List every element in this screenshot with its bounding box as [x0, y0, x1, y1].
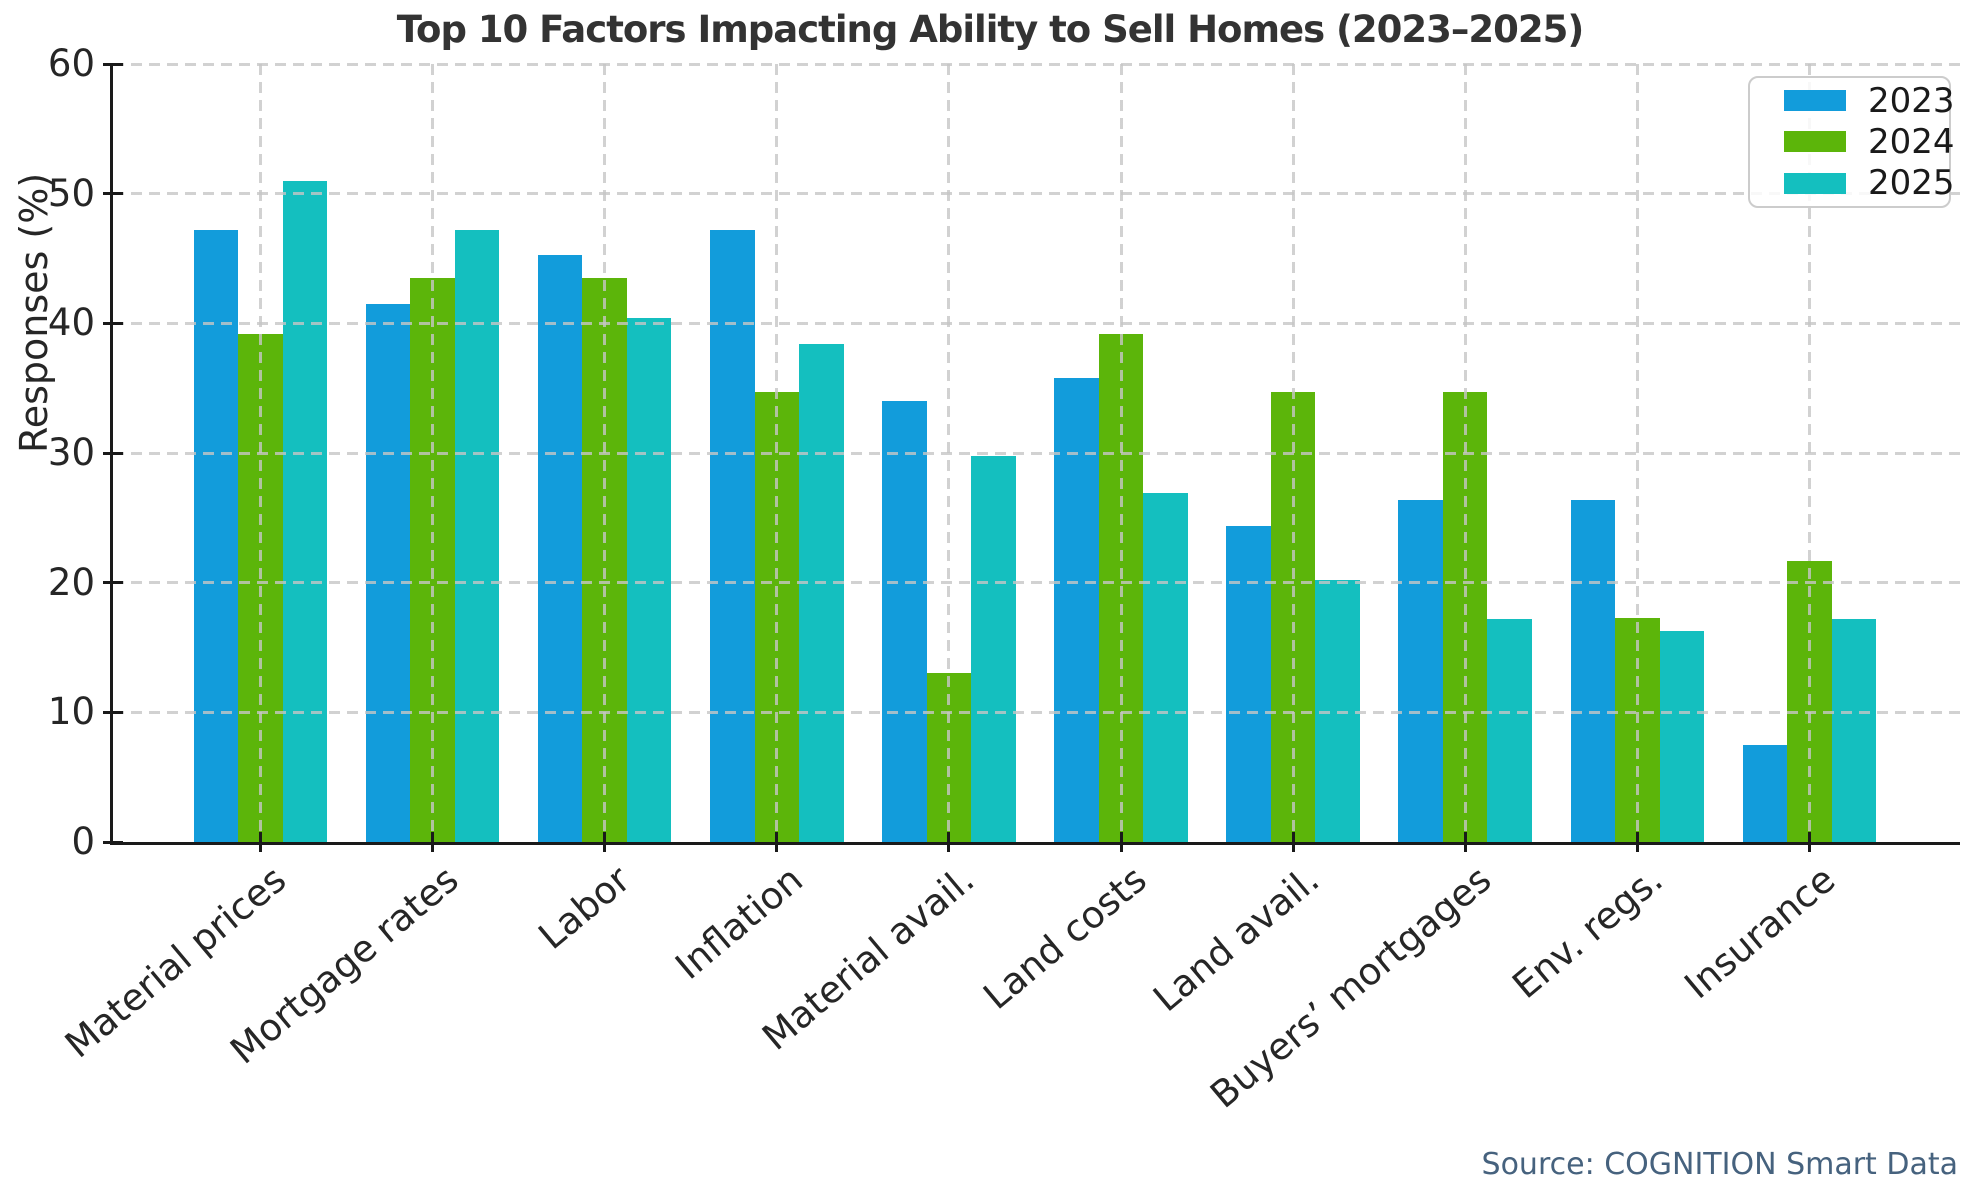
bar-2023-7 [1398, 499, 1443, 842]
legend: 2023 2024 2025 [1748, 76, 1955, 208]
y-tick-label: 40 [47, 301, 95, 345]
x-tick-label: Inflation [667, 857, 811, 988]
horizontal-gridline [113, 321, 1960, 325]
bar-2023-2 [537, 254, 583, 842]
bar-2025-9 [1831, 618, 1877, 842]
x-tick [1291, 832, 1295, 852]
x-tick-label: Land avail. [1144, 857, 1327, 1021]
legend-swatch-2023 [1784, 90, 1846, 112]
x-tick-label: Insurance [1676, 857, 1844, 1008]
bar-2023-0 [193, 229, 239, 842]
legend-item-2024: 2024 [1750, 122, 1955, 162]
chart-title: Top 10 Factors Impacting Ability to Sell… [396, 8, 1585, 51]
legend-swatch-2024 [1784, 131, 1846, 153]
bar-2025-0 [282, 180, 328, 842]
legend-label: 2025 [1868, 163, 1955, 204]
bar-2023-5 [1054, 377, 1099, 842]
bar-2025-2 [626, 318, 672, 842]
x-tick [775, 832, 779, 852]
legend-label: 2023 [1868, 80, 1955, 121]
plot-area [113, 62, 1960, 842]
x-tick [1463, 832, 1467, 852]
bar-2023-6 [1226, 525, 1271, 842]
y-axis-spine [110, 64, 113, 845]
legend-swatch-2025 [1784, 172, 1846, 194]
horizontal-gridline [113, 451, 1960, 455]
horizontal-gridline [113, 710, 1960, 714]
horizontal-gridline [113, 581, 1960, 585]
horizontal-gridline [113, 192, 1960, 196]
horizontal-gridline [113, 62, 1960, 66]
x-tick [1635, 832, 1639, 852]
bar-2025-3 [799, 344, 844, 842]
y-tick-label: 30 [47, 431, 95, 474]
bar-2025-5 [1143, 493, 1188, 842]
y-tick-label: 50 [47, 171, 95, 215]
x-tick [1807, 832, 1811, 852]
bar-2023-3 [710, 229, 755, 842]
y-tick [103, 62, 123, 66]
y-tick [103, 451, 123, 455]
legend-item-2023: 2023 [1750, 81, 1955, 121]
y-tick [103, 192, 123, 196]
x-tick [603, 832, 607, 852]
bar-2025-1 [454, 229, 500, 842]
x-tick [947, 832, 951, 852]
y-tick-label: 10 [47, 690, 95, 734]
x-axis-spine [110, 842, 1960, 845]
y-tick [103, 581, 123, 585]
y-tick-label: 60 [47, 42, 95, 85]
legend-item-2025: 2025 [1750, 163, 1955, 203]
y-tick [103, 321, 123, 325]
y-tick-label: 20 [47, 560, 95, 604]
legend-label: 2024 [1868, 121, 1955, 162]
y-tick [103, 710, 123, 714]
bar-2023-9 [1742, 744, 1788, 842]
bar-2023-4 [882, 401, 927, 842]
source-note: Source: COGNITION Smart Data [1481, 1147, 1958, 1182]
x-tick-label: Labor [530, 857, 639, 958]
bar-2025-8 [1659, 630, 1705, 842]
bar-2023-8 [1570, 499, 1616, 842]
bar-2025-4 [971, 455, 1016, 842]
x-tick-label: Land costs [975, 857, 1155, 1018]
x-tick-label: Buyers’ mortgages [1201, 857, 1499, 1117]
y-tick-label: 0 [71, 820, 95, 863]
bar-2025-7 [1487, 618, 1532, 842]
bar-2023-1 [365, 303, 411, 842]
x-tick [259, 832, 262, 852]
y-tick [103, 840, 123, 844]
x-tick [1119, 832, 1123, 852]
x-tick [431, 832, 435, 852]
x-tick-label: Env. regs. [1504, 857, 1672, 1008]
